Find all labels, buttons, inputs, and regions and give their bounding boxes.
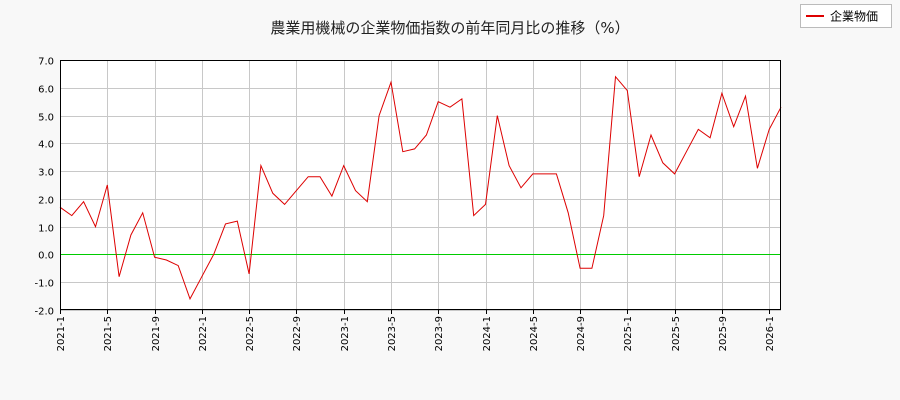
data-point	[141, 211, 144, 214]
y-tick-label: 1.0	[38, 224, 54, 235]
x-tick-label: 2026-1	[765, 316, 776, 351]
x-tick-label: 2022-9	[292, 316, 303, 351]
data-point	[520, 186, 523, 189]
data-point	[579, 267, 582, 270]
x-tick-label: 2025-1	[623, 316, 634, 351]
data-point	[354, 189, 357, 192]
y-tick-label: 3.0	[38, 168, 54, 179]
data-point	[189, 297, 192, 300]
data-point	[437, 100, 440, 103]
x-axis: 2021-1 2021-5 2021-9 2022-1 2022-5 2022-9 2023…	[56, 310, 776, 351]
data-point	[768, 128, 771, 131]
data-point	[744, 95, 747, 98]
x-tick-label: 2024-1	[482, 316, 493, 351]
y-tick-label: 5.0	[38, 113, 54, 124]
data-point	[756, 167, 759, 170]
plot-border	[60, 60, 781, 310]
data-point	[248, 272, 251, 275]
data-point	[508, 164, 511, 167]
chart-title: 農業用機械の企業物価指数の前年同月比の推移（%）	[270, 19, 629, 37]
data-point	[460, 97, 463, 100]
data-point	[661, 161, 664, 164]
data-point	[283, 203, 286, 206]
x-tick-label: 2021-9	[151, 316, 162, 351]
data-point	[638, 175, 641, 178]
data-point	[390, 81, 393, 84]
y-tick-label: 7.0	[38, 57, 54, 68]
x-tick-label: 2024-9	[576, 316, 587, 351]
y-tick-label: 0.0	[38, 251, 54, 262]
x-tick-label: 2021-5	[103, 316, 114, 351]
data-point	[543, 172, 546, 175]
data-point	[555, 172, 558, 175]
data-point	[449, 106, 452, 109]
data-point	[70, 214, 73, 217]
data-point	[212, 253, 215, 256]
data-point	[673, 172, 676, 175]
plot-area	[60, 60, 781, 310]
legend-label: 企業物価	[830, 9, 878, 24]
x-tick-label: 2023-5	[387, 316, 398, 351]
x-tick-label: 2024-5	[529, 316, 540, 351]
data-point	[484, 203, 487, 206]
data-point	[177, 264, 180, 267]
data-point	[295, 189, 298, 192]
x-tick-label: 2025-9	[718, 316, 729, 351]
data-point	[378, 114, 381, 117]
data-point	[236, 220, 239, 223]
legend-box	[800, 4, 892, 28]
data-point	[732, 125, 735, 128]
data-point	[259, 164, 262, 167]
data-point	[153, 256, 156, 259]
data-point	[626, 89, 629, 92]
data-point	[401, 150, 404, 153]
data-point	[496, 114, 499, 117]
y-tick-label: -2.0	[34, 307, 54, 318]
data-point	[602, 214, 605, 217]
data-point	[165, 259, 168, 262]
x-tick-label: 2022-1	[198, 316, 209, 351]
data-point	[342, 164, 345, 167]
data-point	[224, 222, 227, 225]
data-point	[567, 211, 570, 214]
data-point	[129, 234, 132, 237]
data-point	[590, 267, 593, 270]
data-point	[330, 195, 333, 198]
x-tick-label: 2022-5	[245, 316, 256, 351]
x-tick-label: 2025-5	[671, 316, 682, 351]
x-tick-label: 2021-1	[56, 316, 67, 351]
y-tick-label: 6.0	[38, 85, 54, 96]
data-point	[650, 134, 653, 137]
data-point	[425, 134, 428, 137]
x-tick-label: 2023-1	[340, 316, 351, 351]
data-point	[697, 128, 700, 131]
y-axis: -2.0 -1.0 0.0 1.0 2.0 3.0 4.0 5.0 6.0 7.0	[34, 57, 54, 318]
data-point	[472, 214, 475, 217]
data-point	[106, 184, 109, 187]
data-point	[118, 275, 121, 278]
y-tick-label: 2.0	[38, 196, 54, 207]
data-point	[709, 136, 712, 139]
y-tick-label: 4.0	[38, 140, 54, 151]
data-point	[413, 147, 416, 150]
data-point	[366, 200, 369, 203]
legend: 企業物価	[800, 4, 892, 28]
data-point	[82, 200, 85, 203]
data-point	[200, 275, 203, 278]
data-point	[94, 225, 97, 228]
data-point	[271, 192, 274, 195]
y-tick-label: -1.0	[34, 279, 54, 290]
data-point	[614, 75, 617, 78]
x-tick-label: 2023-9	[434, 316, 445, 351]
data-point	[531, 172, 534, 175]
data-point	[685, 150, 688, 153]
data-point	[720, 92, 723, 95]
data-point	[319, 175, 322, 178]
series-line-企業物価	[59, 75, 782, 301]
data-point	[307, 175, 310, 178]
